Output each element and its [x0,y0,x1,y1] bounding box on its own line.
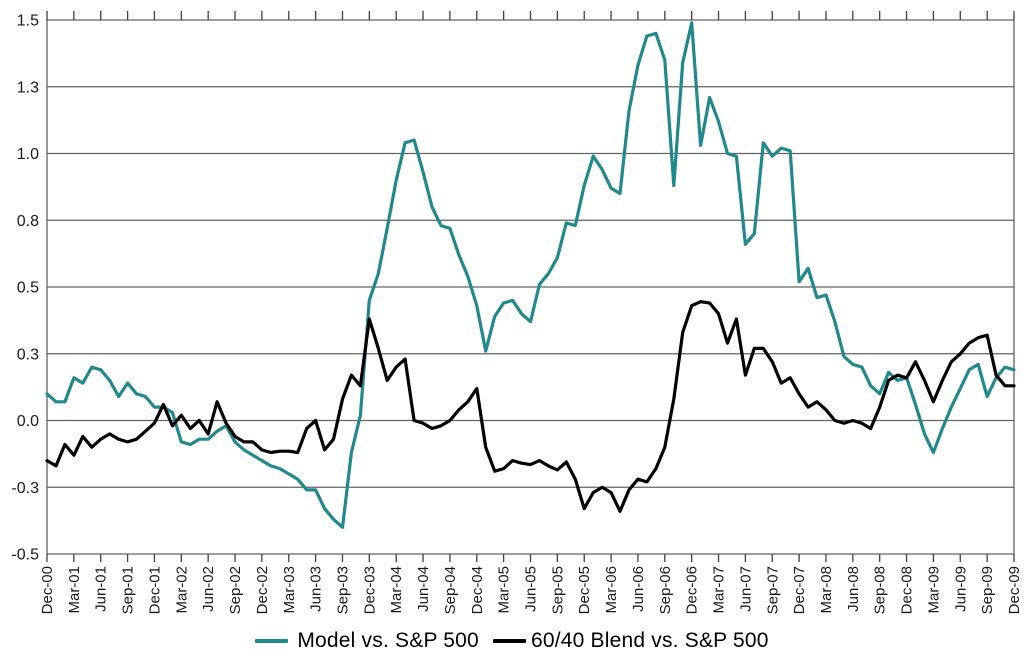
x-tick-label: Mar-08 [818,566,835,614]
y-tick-label: 0.3 [17,346,39,363]
x-tick-label: Jun-01 [93,566,110,612]
x-tick-label: Mar-03 [281,566,298,614]
x-tick-label: Jun-07 [737,566,754,612]
x-tick-label: Mar-07 [711,566,728,614]
legend-item-blend: 60/40 Blend vs. S&P 500 [492,629,769,653]
x-tick-label: Jun-03 [308,566,325,612]
x-tick-label: Jun-05 [523,566,540,612]
x-tick-label: Jun-06 [630,566,647,612]
x-tick-label: Dec-07 [791,566,808,614]
legend-item-model: Model vs. S&P 500 [255,629,479,653]
x-tick-label: Mar-04 [388,566,405,614]
x-tick-label: Sep-09 [979,566,996,614]
series-line-blend [45,300,1016,513]
x-tick-label: Dec-06 [684,566,701,614]
x-tick-label: Dec-02 [254,566,271,614]
x-tick-label: Mar-01 [66,566,83,614]
x-tick-label: Dec-03 [361,566,378,614]
x-tick-label: Jun-04 [415,566,432,612]
x-tick-label: Sep-08 [872,566,889,614]
legend-label-model: Model vs. S&P 500 [297,629,479,652]
y-tick-label: 1.5 [17,13,39,30]
x-tick-label: Sep-07 [764,566,781,614]
x-tick-label: Dec-05 [576,566,593,614]
x-tick-label: Dec-09 [1006,566,1023,614]
model-line-swatch-icon [255,639,289,643]
x-tick-label: Mar-06 [603,566,620,614]
y-tick-label: -0.5 [11,547,39,564]
x-tick-label: Sep-02 [227,566,244,614]
x-tick-label: Dec-00 [39,566,56,614]
y-tick-label: 1.3 [17,79,39,96]
y-tick-label: 1.0 [17,146,39,163]
legend: Model vs. S&P 500 60/40 Blend vs. S&P 50… [0,629,1024,653]
x-tick-label: Dec-01 [146,566,163,614]
x-tick-label: Sep-03 [334,566,351,614]
x-tick-label: Sep-01 [120,566,137,614]
y-tick-label: 0.8 [17,213,39,230]
blend-line-swatch-icon [492,639,526,643]
series-line-model [45,21,1016,529]
x-tick-label: Sep-06 [657,566,674,614]
y-tick-label: 0.5 [17,280,39,297]
y-tick-label: 0.0 [17,413,39,430]
legend-label-blend: 60/40 Blend vs. S&P 500 [530,629,769,652]
x-tick-label: Mar-02 [173,566,190,614]
x-tick-label: Mar-05 [496,566,513,614]
y-tick-label: -0.3 [11,480,39,497]
x-tick-label: Dec-08 [899,566,916,614]
x-tick-label: Mar-09 [925,566,942,614]
x-tick-label: Jun-08 [845,566,862,612]
x-tick-label: Dec-04 [469,566,486,614]
x-tick-label: Sep-05 [549,566,566,614]
x-tick-label: Jun-02 [200,566,217,612]
x-tick-label: Jun-09 [952,566,969,612]
x-tick-label: Sep-04 [442,566,459,614]
